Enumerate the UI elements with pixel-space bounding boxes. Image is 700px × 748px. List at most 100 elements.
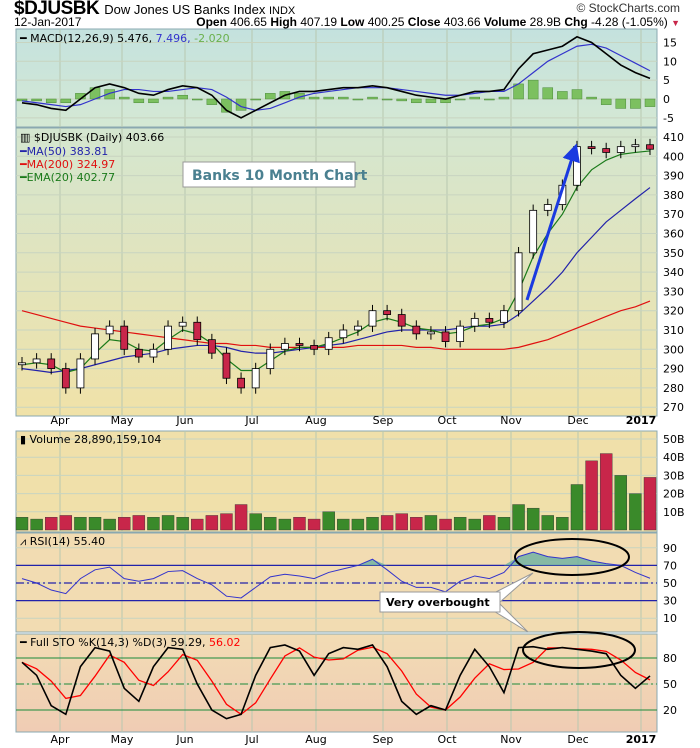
macd-histogram-bar: [557, 91, 568, 100]
x-tick-label: Apr: [50, 414, 70, 427]
candlestick: [237, 377, 245, 389]
open-label: Open: [196, 15, 227, 29]
macd-histogram-bar: [177, 94, 188, 100]
callout-box: [379, 591, 501, 613]
macd-histogram-bar: [104, 89, 115, 100]
macd-histogram-bar: [338, 96, 349, 100]
volume-bar: [366, 517, 379, 531]
volume-bar: [439, 518, 452, 531]
macd-legend: ━ MACD(12,26,9) 5.476, 7.496, -2.020: [19, 32, 230, 45]
x-tick-label: Sep: [373, 414, 394, 427]
volume-bar: [599, 453, 613, 531]
sto-k-line: [21, 644, 651, 720]
x-tick-label: Aug: [305, 414, 326, 427]
macd-histogram-bar: [206, 98, 218, 105]
macd-histogram-bar: [454, 98, 466, 101]
volume-bar: [424, 515, 438, 531]
price-y-tick: 290: [663, 363, 684, 376]
volume-bar: [205, 515, 219, 531]
x-tick-label: Jun: [175, 733, 193, 746]
macd-histogram-bar: [630, 98, 641, 109]
exchange: INDX: [268, 5, 296, 17]
volume-bar: [468, 518, 481, 531]
macd-histogram-bar: [381, 98, 393, 101]
price-y-tick: 370: [663, 208, 684, 221]
rsi-y-tick: 10: [663, 612, 677, 625]
price-y-tick: 300: [663, 343, 684, 356]
ma50-legend: ━MA(50) 383.81: [19, 145, 108, 158]
price-y-tick: 380: [663, 189, 684, 202]
volume-bar: [103, 518, 116, 531]
macd-histogram-bar: [148, 98, 159, 104]
price-y-tick: 390: [663, 170, 684, 183]
macd-histogram-bar: [615, 98, 627, 109]
volume-bar: [497, 517, 511, 531]
chg-label: Chg: [564, 15, 588, 29]
price-y-tick: 350: [663, 247, 684, 260]
chart-title-box: [182, 161, 356, 188]
candlestick: [61, 368, 70, 389]
x-tick-label: Oct: [437, 733, 457, 746]
macd-histogram-bar: [133, 98, 145, 104]
macd-signal-line: [21, 43, 651, 111]
candlestick: [646, 144, 654, 150]
x-tick-label: Nov: [500, 733, 522, 746]
macd-histogram-bar: [498, 96, 510, 100]
index-name: Dow Jones US Banks Index INDX: [104, 1, 295, 20]
quote-bar: Open 406.65 High 407.19 Low 400.25 Close…: [196, 16, 680, 30]
macd-histogram-bar: [60, 98, 72, 104]
macd-histogram-bar: [16, 98, 28, 102]
chart-title: Banks 10 Month Chart: [192, 168, 368, 184]
macd-histogram-bar: [396, 98, 407, 102]
low-value: 400.25: [367, 15, 405, 29]
volume-bar: [526, 507, 540, 531]
callout-text: Very overbought: [386, 596, 490, 609]
volume-y-tick: 40B: [663, 451, 685, 464]
macd-y-tick: 0: [663, 93, 670, 106]
price-y-tick: 340: [663, 266, 684, 279]
rsi-y-tick: 70: [663, 559, 677, 572]
vol-panel: [15, 430, 658, 533]
volume-bar: [556, 517, 569, 531]
volume-bar: [88, 517, 102, 531]
volume-bar: [614, 475, 627, 531]
x-tick-label: Jul: [244, 414, 258, 427]
candlestick: [164, 325, 172, 350]
candlestick: [397, 314, 406, 327]
x-tick-label: Dec: [567, 733, 588, 746]
candlestick: [324, 337, 333, 350]
volume-bar: [483, 515, 496, 531]
x-tick-label: May: [111, 414, 134, 427]
macd-histogram-bar: [527, 79, 539, 100]
price-y-tick: 280: [663, 382, 684, 395]
volume-y-tick: 50B: [663, 433, 685, 446]
candlestick: [47, 358, 56, 370]
sto-y-tick: 20: [663, 704, 677, 717]
index-title: Dow Jones US Banks Index: [104, 2, 266, 17]
high-value: 407.19: [300, 15, 338, 29]
rsi-y-tick: 90: [663, 542, 677, 555]
macd-histogram-bar: [162, 96, 174, 100]
volume-y-tick: 10B: [663, 506, 685, 519]
volume-bar: [264, 517, 277, 531]
x-tick-label: Aug: [305, 733, 326, 746]
macd-histogram-bar: [250, 98, 261, 101]
brand-logo: © StockCharts.com: [576, 1, 680, 15]
macd-histogram-bar: [469, 96, 480, 100]
ma200-legend: ━MA(200) 324.97: [19, 158, 115, 171]
price-y-tick: 330: [663, 285, 684, 298]
macd-histogram-bar: [542, 87, 554, 100]
x-tick-label: Apr: [50, 733, 70, 746]
volume-bar: [118, 517, 131, 531]
candlestick: [120, 325, 129, 350]
macd-histogram-bar: [571, 89, 583, 100]
candlestick: [310, 345, 318, 350]
sto-y-tick: 80: [663, 652, 677, 665]
macd-histogram-bar: [192, 98, 203, 101]
candlestick: [339, 329, 348, 339]
volume-bar: [278, 518, 292, 531]
candlestick: [222, 352, 231, 379]
symbol: $DJUSBK: [14, 0, 100, 19]
